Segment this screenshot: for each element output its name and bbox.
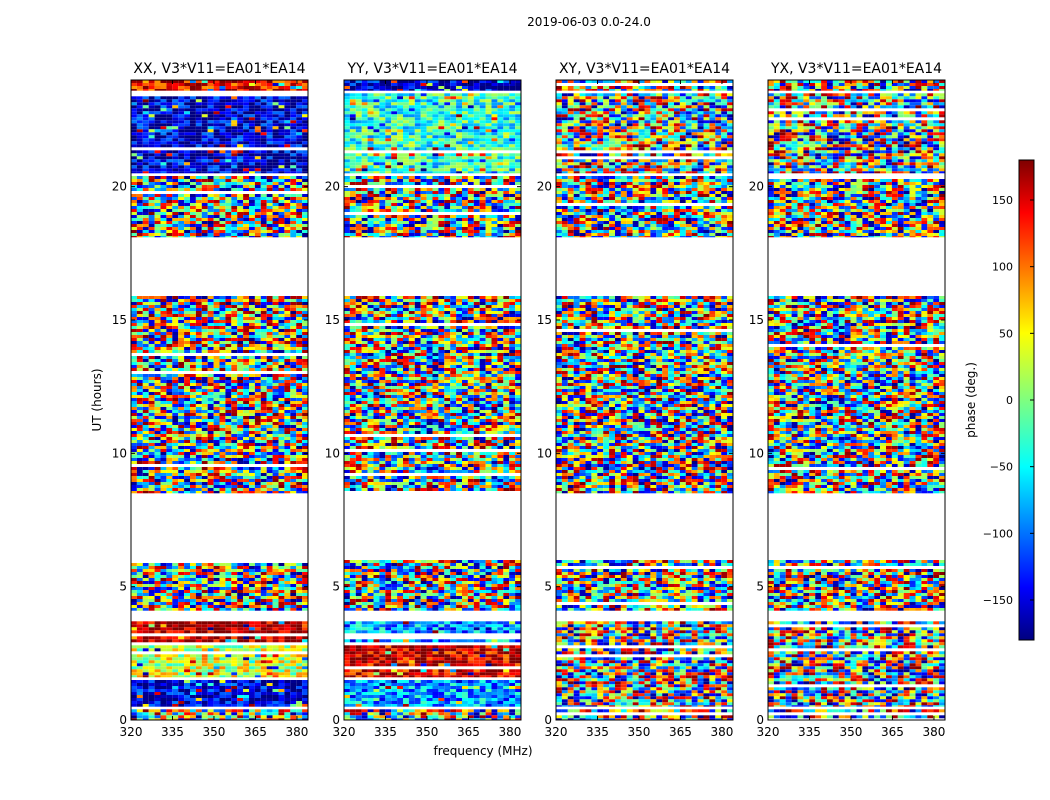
data-band bbox=[131, 621, 308, 643]
y-tick-label: 15 bbox=[749, 313, 764, 327]
panel-3: XY, V3*V11=EA01*EA14 320 335 350 365 380 0 5 10 1… bbox=[537, 61, 734, 739]
figure-suptitle: 2019-06-03 0.0-24.0 bbox=[527, 15, 651, 29]
x-tick-label: 380 bbox=[922, 725, 945, 739]
x-tick-label: 335 bbox=[798, 725, 821, 739]
colorbar-tick-label: 50 bbox=[999, 327, 1013, 340]
y-tick-label: 5 bbox=[756, 580, 764, 594]
y-tick-label: 20 bbox=[749, 180, 764, 194]
panel-title: YX, V3*V11=EA01*EA14 bbox=[770, 61, 942, 77]
data-band bbox=[556, 296, 733, 494]
colorbar-tick-label: 100 bbox=[992, 261, 1013, 274]
data-band bbox=[344, 645, 521, 678]
y-tick-label: 15 bbox=[112, 313, 127, 327]
x-tick-label: 350 bbox=[628, 725, 651, 739]
y-tick-label: 10 bbox=[749, 446, 764, 460]
panel-2: YY, V3*V11=EA01*EA14 320 335 350 365 380 0 5 10 1… bbox=[325, 61, 522, 739]
y-tick-label: 20 bbox=[537, 180, 552, 194]
colorbar: 150 100 50 0 −50 −100 −150 phase (deg.) bbox=[964, 159, 1035, 641]
data-band bbox=[344, 680, 521, 707]
y-tick-label: 20 bbox=[325, 180, 340, 194]
y-axis-label: UT (hours) bbox=[90, 368, 104, 431]
x-tick-label: 365 bbox=[669, 725, 692, 739]
axes-frame bbox=[555, 79, 734, 721]
heatmap-panels: XX, V3*V11=EA01*EA14 320 335 350 365 380 0 5 10 1… bbox=[112, 61, 946, 739]
data-band bbox=[344, 709, 521, 720]
x-tick-label: 320 bbox=[545, 725, 568, 739]
panel-4: YX, V3*V11=EA01*EA14 320 335 350 365 380 0 5 10 1… bbox=[749, 61, 946, 739]
data-band bbox=[131, 680, 308, 707]
data-band bbox=[131, 296, 308, 494]
data-band bbox=[556, 80, 733, 91]
y-tick-label: 10 bbox=[325, 446, 340, 460]
data-band bbox=[556, 709, 733, 720]
panel-title: XY, V3*V11=EA01*EA14 bbox=[559, 61, 730, 77]
data-band bbox=[768, 621, 945, 707]
x-tick-label: 350 bbox=[416, 725, 439, 739]
x-tick-label: 350 bbox=[203, 725, 226, 739]
data-band bbox=[344, 560, 521, 611]
x-tick-label: 335 bbox=[374, 725, 397, 739]
data-band bbox=[131, 645, 308, 678]
colorbar-tick-label: −100 bbox=[983, 527, 1013, 540]
y-tick-label: 0 bbox=[332, 713, 340, 727]
data-band bbox=[556, 93, 733, 174]
x-tick-label: 320 bbox=[120, 725, 143, 739]
x-tick-label: 380 bbox=[498, 725, 521, 739]
axes-frame bbox=[767, 79, 946, 721]
data-band bbox=[344, 80, 521, 91]
data-band bbox=[344, 296, 521, 491]
y-tick-label: 5 bbox=[544, 580, 552, 594]
data-band bbox=[344, 176, 521, 238]
data-band bbox=[768, 560, 945, 611]
panel-title: YY, V3*V11=EA01*EA14 bbox=[346, 61, 517, 77]
x-tick-label: 320 bbox=[757, 725, 780, 739]
x-tick-label: 335 bbox=[161, 725, 184, 739]
axes-frame bbox=[130, 79, 309, 721]
data-band bbox=[131, 709, 308, 720]
y-tick-label: 15 bbox=[537, 313, 552, 327]
x-tick-label: 335 bbox=[586, 725, 609, 739]
panel-1: XX, V3*V11=EA01*EA14 320 335 350 365 380 0 5 10 1… bbox=[112, 61, 309, 739]
y-tick-label: 0 bbox=[544, 713, 552, 727]
y-tick-label: 10 bbox=[537, 446, 552, 460]
x-tick-label: 365 bbox=[457, 725, 480, 739]
x-tick-label: 365 bbox=[244, 725, 267, 739]
x-tick-label: 350 bbox=[840, 725, 863, 739]
colorbar-label: phase (deg.) bbox=[964, 362, 978, 438]
y-tick-label: 0 bbox=[119, 713, 127, 727]
x-axis-label: frequency (MHz) bbox=[433, 744, 532, 758]
data-band bbox=[556, 176, 733, 238]
y-tick-label: 0 bbox=[756, 713, 764, 727]
colorbar-tick-label: 150 bbox=[992, 194, 1013, 207]
data-band bbox=[131, 80, 308, 91]
x-tick-label: 380 bbox=[285, 725, 308, 739]
panel-title: XX, V3*V11=EA01*EA14 bbox=[133, 61, 305, 77]
y-tick-label: 20 bbox=[112, 180, 127, 194]
data-band bbox=[768, 179, 945, 238]
y-tick-label: 15 bbox=[325, 313, 340, 327]
data-band bbox=[768, 80, 945, 91]
data-band bbox=[768, 296, 945, 494]
data-band bbox=[556, 560, 733, 611]
x-tick-label: 380 bbox=[710, 725, 733, 739]
data-band bbox=[344, 621, 521, 643]
data-band bbox=[131, 176, 308, 238]
y-tick-label: 10 bbox=[112, 446, 127, 460]
x-tick-label: 365 bbox=[881, 725, 904, 739]
axes-frame bbox=[343, 79, 522, 721]
colorbar-tick-label: −150 bbox=[983, 594, 1013, 607]
data-band bbox=[131, 563, 308, 611]
y-tick-label: 5 bbox=[119, 580, 127, 594]
data-band bbox=[131, 96, 308, 174]
y-tick-label: 5 bbox=[332, 580, 340, 594]
x-tick-label: 320 bbox=[333, 725, 356, 739]
data-band bbox=[768, 709, 945, 719]
data-band bbox=[768, 93, 945, 174]
data-band bbox=[344, 93, 521, 174]
colorbar-tick-label: 0 bbox=[1006, 394, 1013, 407]
data-band bbox=[556, 621, 733, 707]
colorbar-tick-label: −50 bbox=[990, 461, 1013, 474]
